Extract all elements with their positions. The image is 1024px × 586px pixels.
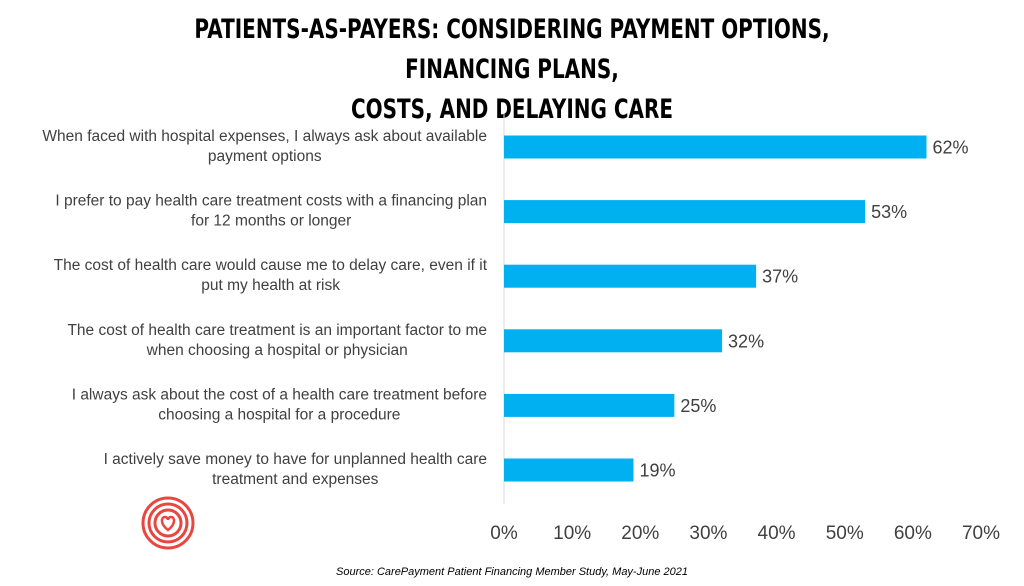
category-label-3-line-1: The cost of health care would cause me t… xyxy=(54,257,488,274)
category-label-1-line-2: payment options xyxy=(208,148,322,165)
category-label-3-line-2: put my health at risk xyxy=(201,277,340,294)
bar-5 xyxy=(504,393,675,417)
category-label-6-line-2: treatment and expenses xyxy=(212,471,379,488)
logo-ring-outer xyxy=(141,496,195,550)
bar-6 xyxy=(504,458,634,482)
bar-1 xyxy=(504,135,927,159)
category-label-4-line-2: when choosing a hospital or physician xyxy=(146,342,408,359)
chart-title-line-1: PATIENTS-AS-PAYERS: CONSIDERING PAYMENT … xyxy=(194,14,830,85)
x-tick-label-5: 40% xyxy=(758,523,796,544)
data-label-6: 19% xyxy=(639,461,675,481)
category-label-6-line-1: I actively save money to have for unplan… xyxy=(104,451,487,468)
data-label-4: 32% xyxy=(728,331,764,351)
chart-title: PATIENTS-AS-PAYERS: CONSIDERING PAYMENT … xyxy=(133,10,891,130)
logo-ring-middle xyxy=(147,502,189,544)
category-label-1-line-1: When faced with hospital expenses, I alw… xyxy=(42,128,487,145)
source-note: Source: CarePayment Patient Financing Me… xyxy=(336,566,688,578)
category-label-5-line-2: choosing a hospital for a procedure xyxy=(158,406,400,423)
x-tick-label-6: 50% xyxy=(826,523,864,544)
category-label-5-line-1: I always ask about the cost of a health … xyxy=(72,386,487,403)
concentric-heart-logo-icon xyxy=(141,496,195,550)
x-tick-label-8: 70% xyxy=(962,523,1000,544)
data-label-1: 62% xyxy=(932,138,968,158)
logo-heart xyxy=(160,515,176,532)
x-tick-label-7: 60% xyxy=(894,523,932,544)
logo-ring-inner xyxy=(153,508,183,538)
category-label-2-line-2: for 12 months or longer xyxy=(191,213,351,230)
category-label-4-line-1: The cost of health care treatment is an … xyxy=(67,322,487,339)
data-label-5: 25% xyxy=(680,396,716,416)
data-label-2: 53% xyxy=(871,202,907,222)
x-tick-label-3: 20% xyxy=(621,523,659,544)
category-label-2-line-1: I prefer to pay health care treatment co… xyxy=(55,193,487,210)
bar-2 xyxy=(504,200,866,224)
chart-title-line-2: COSTS, AND DELAYING CARE xyxy=(351,94,673,125)
bar-3 xyxy=(504,264,757,288)
x-tick-label-2: 10% xyxy=(553,523,591,544)
bar-4 xyxy=(504,329,723,353)
data-label-3: 37% xyxy=(762,267,798,287)
x-tick-label-1: 0% xyxy=(490,523,518,544)
x-tick-label-4: 30% xyxy=(689,523,727,544)
